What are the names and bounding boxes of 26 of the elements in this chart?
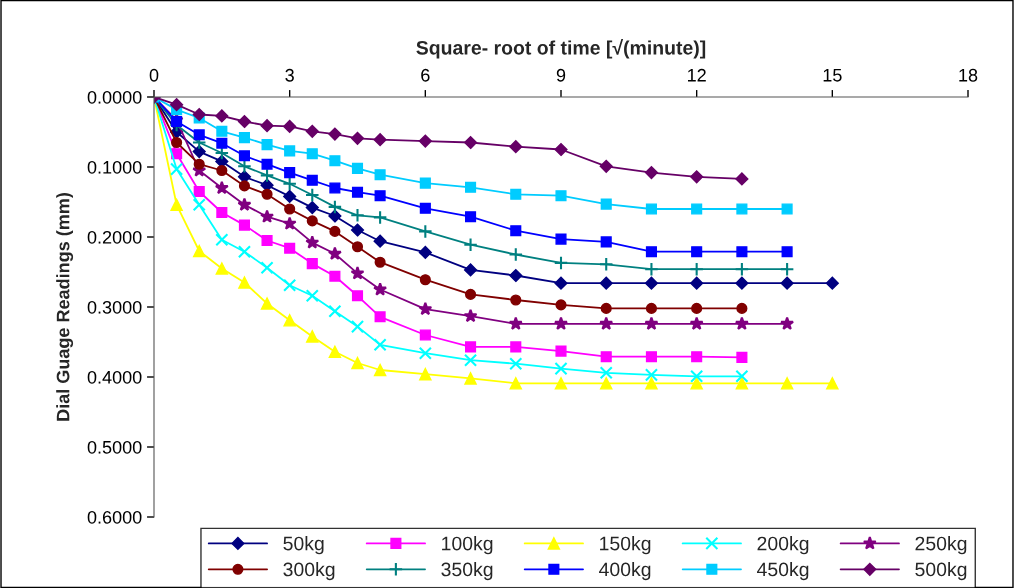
legend-label: 100kg bbox=[442, 536, 493, 555]
x-tick-label: 18 bbox=[959, 68, 978, 82]
legend-label: 300kg bbox=[283, 562, 335, 581]
x-tick-label: 6 bbox=[421, 68, 430, 82]
y-tick-label: 0.6000 bbox=[87, 510, 142, 524]
y-tick-label: 0.0000 bbox=[87, 90, 142, 104]
y-tick-label: 0.2000 bbox=[87, 230, 142, 244]
x-axis-title: Square- root of time [√(minute)] bbox=[416, 39, 706, 59]
legend-label: 250kg bbox=[915, 536, 967, 555]
y-tick-label: 0.5000 bbox=[87, 440, 142, 454]
legend-label: 350kg bbox=[441, 562, 493, 581]
y-tick-label: 0.4000 bbox=[87, 370, 142, 384]
legend-label: 450kg bbox=[757, 562, 809, 581]
x-tick-label: 9 bbox=[556, 68, 566, 82]
legend-label: 50kg bbox=[283, 536, 324, 555]
y-axis-title: Dial Guage Readings (mm) bbox=[56, 193, 74, 421]
y-tick-label: 0.1000 bbox=[87, 160, 142, 174]
legend-label: 400kg bbox=[599, 562, 651, 581]
x-tick-label: 12 bbox=[688, 68, 706, 82]
legend-label: 200kg bbox=[757, 536, 809, 555]
x-tick-label: 0 bbox=[149, 68, 159, 82]
legend-label: 150kg bbox=[600, 536, 651, 555]
y-tick-label: 0.3000 bbox=[87, 300, 142, 314]
x-tick-label: 3 bbox=[285, 68, 294, 82]
x-tick-label: 15 bbox=[823, 69, 842, 82]
legend-label: 500kg bbox=[915, 562, 967, 581]
